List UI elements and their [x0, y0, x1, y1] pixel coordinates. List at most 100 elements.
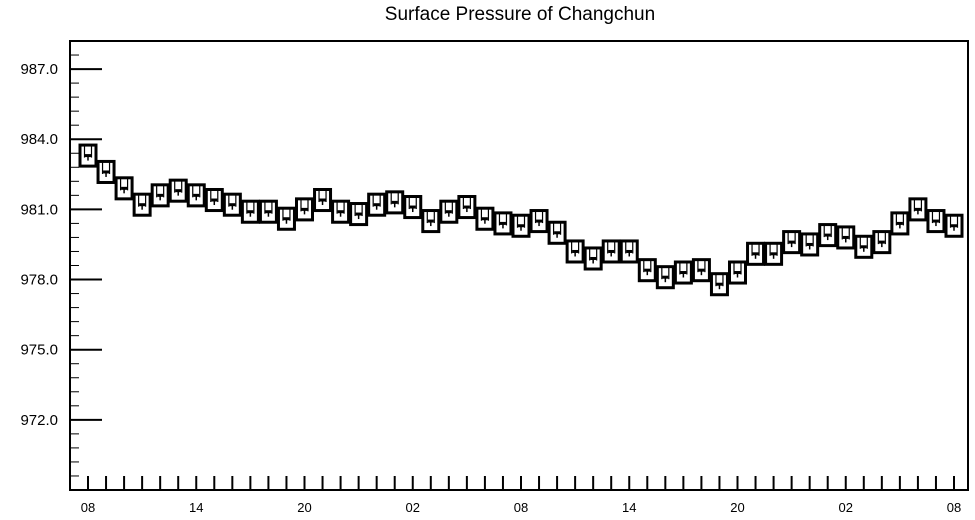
box-outline [890, 211, 910, 236]
box-glyph [132, 192, 152, 217]
x-tick-label: 08 [514, 500, 528, 515]
box-glyph [800, 232, 820, 257]
box-glyph [583, 246, 603, 271]
x-tick-label: 08 [81, 500, 95, 515]
box-glyph [854, 234, 874, 259]
box-glyph [655, 265, 675, 290]
box-glyph [691, 258, 711, 283]
box-glyph [944, 213, 964, 238]
x-tick-label: 20 [730, 500, 744, 515]
box-glyph [709, 272, 729, 297]
y-axis: 972.0 975.0 978.0 981.0 984.0 987.0 [20, 54, 102, 477]
plot-frame [69, 40, 969, 491]
box-glyph [493, 211, 513, 236]
box-outline [457, 195, 477, 220]
x-axis: 08 14 20 02 08 14 20 02 08 [81, 476, 961, 515]
box-glyph [547, 220, 567, 245]
box-outline [186, 183, 206, 208]
box-outline [276, 206, 296, 231]
y-tick-label: 975.0 [20, 342, 58, 359]
box-outline [926, 209, 946, 234]
box-outline [655, 265, 675, 290]
box-outline [836, 225, 856, 250]
box-glyph [168, 178, 188, 203]
box-glyph [511, 213, 531, 238]
box-glyph [764, 241, 784, 266]
box-outline [673, 260, 693, 285]
box-outline [547, 220, 567, 245]
box-outline [493, 211, 513, 236]
box-glyph [367, 192, 387, 217]
box-outline [872, 230, 892, 255]
box-outline [746, 241, 766, 266]
box-outline [709, 272, 729, 297]
box-glyph [728, 260, 747, 285]
box-outline [728, 260, 747, 285]
box-outline [439, 199, 459, 224]
box-outline [385, 190, 405, 215]
box-outline [403, 195, 423, 220]
box-glyph [836, 225, 856, 250]
box-glyph [204, 187, 224, 213]
box-outline [529, 209, 549, 234]
x-tick-label: 02 [839, 500, 853, 515]
box-glyph [385, 190, 405, 215]
box-outline [258, 199, 278, 224]
y-tick-label: 978.0 [20, 272, 58, 289]
box-glyph [114, 176, 134, 201]
x-tick-label: 14 [622, 500, 636, 515]
box-outline [96, 159, 116, 184]
box-glyph [926, 209, 946, 234]
box-glyph [150, 183, 170, 208]
box-glyph [637, 258, 657, 283]
box-glyph [565, 239, 585, 264]
box-glyph [421, 209, 441, 234]
box-glyph [457, 195, 477, 220]
box-outline [295, 197, 314, 222]
box-outline [168, 178, 188, 203]
box-glyph [313, 187, 333, 213]
box-glyph [673, 260, 693, 285]
box-glyph [782, 230, 802, 255]
box-outline [204, 187, 224, 213]
box-glyph [186, 183, 206, 208]
y-tick-label: 972.0 [20, 412, 58, 429]
box-outline [565, 239, 585, 264]
box-glyph [222, 192, 242, 217]
box-outline [691, 258, 711, 283]
box-outline [222, 192, 242, 217]
box-outline [637, 258, 657, 283]
box-glyph [475, 206, 495, 231]
box-outline [854, 234, 874, 259]
box-outline [800, 232, 820, 257]
box-glyph [818, 223, 838, 248]
box-glyph [349, 202, 369, 227]
box-glyph [240, 199, 260, 224]
x-tick-label: 02 [406, 500, 420, 515]
box-outline [240, 199, 260, 224]
x-tick-label: 08 [947, 500, 961, 515]
box-outline [313, 187, 333, 213]
box-outline [367, 192, 387, 217]
box-outline [944, 213, 964, 238]
y-tick-label: 984.0 [20, 131, 58, 148]
box-glyph [96, 159, 116, 184]
box-glyph [890, 211, 910, 236]
box-glyph [331, 199, 351, 224]
box-outline [421, 209, 441, 234]
box-outline [78, 143, 98, 168]
box-glyph [295, 197, 314, 222]
box-outline [908, 197, 928, 222]
box-outline [114, 176, 134, 201]
box-outline [601, 239, 621, 264]
box-outline [764, 241, 784, 266]
box-outline [150, 183, 170, 208]
box-glyph [439, 199, 459, 224]
box-outline [475, 206, 495, 231]
box-glyph [403, 195, 423, 220]
y-tick-label: 987.0 [20, 61, 58, 78]
chart-title: Surface Pressure of Changchun [384, 4, 656, 25]
box-outline [349, 202, 369, 227]
box-glyph [258, 199, 278, 224]
